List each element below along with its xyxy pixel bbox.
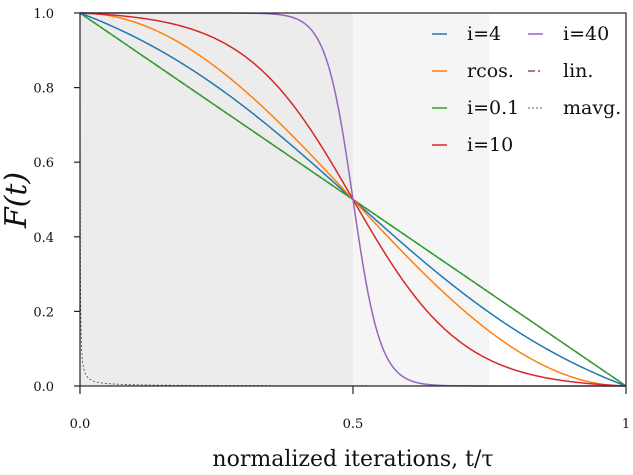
- legend-item: i=40: [528, 23, 609, 45]
- y-tick-label: 0.8: [33, 82, 54, 97]
- legend-item: i=10: [432, 134, 513, 156]
- legend-label: i=0.1: [467, 97, 519, 119]
- legend-label: i=4: [467, 23, 501, 45]
- legend: i=4 rcos. i=0.1 i=10 i=40 lin. mavg.: [432, 23, 621, 156]
- legend-item: lin.: [528, 60, 593, 82]
- y-tick-label: 0.0: [33, 380, 54, 395]
- x-ticks: 0.0 0.5 1: [70, 386, 630, 432]
- x-tick-label: 1: [622, 417, 630, 432]
- x-axis-label: normalized iterations, t/τ: [212, 447, 493, 472]
- x-tick-label: 0.5: [343, 417, 364, 432]
- shaded-region-1: [80, 13, 353, 386]
- y-tick-label: 0.4: [33, 231, 54, 246]
- legend-label: rcos.: [467, 60, 514, 82]
- legend-label: lin.: [563, 60, 593, 82]
- legend-item: rcos.: [432, 60, 514, 82]
- y-axis-label: F(t): [0, 172, 34, 229]
- x-tick-label: 0.0: [70, 417, 91, 432]
- legend-label: i=10: [467, 134, 513, 156]
- legend-item: mavg.: [528, 97, 621, 119]
- legend-label: mavg.: [563, 97, 621, 119]
- y-ticks: 0.0 0.2 0.4 0.6 0.8 1.0: [33, 7, 80, 395]
- y-tick-label: 1.0: [33, 7, 54, 22]
- legend-item: i=4: [432, 23, 501, 45]
- shaded-regions: [80, 13, 490, 386]
- y-tick-label: 0.6: [33, 156, 54, 171]
- legend-label: i=40: [563, 23, 609, 45]
- legend-item: i=0.1: [432, 97, 519, 119]
- shaded-region-2: [353, 13, 490, 386]
- y-tick-label: 0.2: [33, 305, 54, 320]
